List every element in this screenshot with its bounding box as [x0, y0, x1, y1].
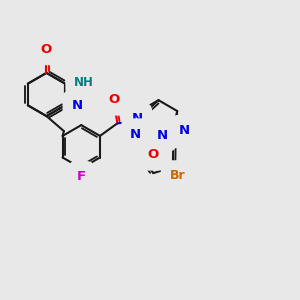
Text: F: F — [77, 170, 86, 183]
Text: N: N — [157, 129, 168, 142]
Text: N: N — [132, 112, 143, 125]
Text: O: O — [41, 43, 52, 56]
Text: NH: NH — [74, 76, 94, 89]
Text: N: N — [72, 99, 83, 112]
Text: N: N — [179, 124, 190, 137]
Text: N: N — [130, 128, 141, 141]
Text: O: O — [109, 93, 120, 106]
Text: O: O — [147, 148, 158, 161]
Text: Br: Br — [169, 169, 185, 182]
